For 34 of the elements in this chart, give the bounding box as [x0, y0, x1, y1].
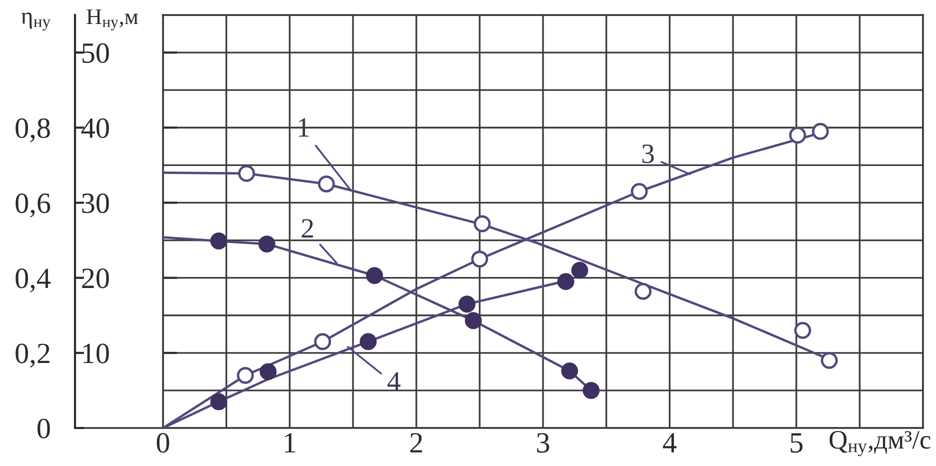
annotation: 4	[388, 372, 400, 391]
point	[360, 333, 377, 350]
x-tick-label: 4	[662, 433, 677, 452]
y2-tick-label: 0,2	[16, 344, 50, 368]
point	[582, 382, 600, 399]
point	[464, 312, 482, 330]
annotation: 2	[302, 219, 313, 238]
y-tick-label: 40	[81, 118, 109, 138]
y-tick-label: 20	[82, 268, 109, 288]
y-tick-label: 10	[83, 344, 109, 364]
point	[210, 232, 228, 250]
point	[260, 363, 277, 380]
point	[258, 236, 276, 252]
x-tick-label: 0	[156, 433, 170, 453]
y2-tick-label: 0,8	[16, 118, 50, 142]
point	[458, 296, 476, 313]
y2-tick-label: 0,6	[16, 193, 50, 218]
x-tick-label: 1	[284, 433, 296, 452]
x-tick-label: 3	[537, 433, 550, 453]
y2-axis-title: η$_{ну}$	[21, 12, 50, 30]
point	[366, 267, 383, 284]
point	[571, 262, 588, 279]
y-axis-title: H$_{ну}$,м	[86, 9, 138, 30]
x-tick-label: 5	[790, 433, 802, 453]
x-tick-label: 2	[410, 433, 422, 452]
x-axis-title: Q$_{ну}$,дм³/с	[830, 431, 930, 456]
y-tick-label: 30	[82, 193, 109, 214]
point	[210, 393, 228, 410]
point	[557, 273, 574, 290]
point	[561, 362, 578, 380]
y2-tick-label: 0,4	[16, 268, 51, 292]
y-tick-label: 50	[82, 43, 109, 63]
y2-tick-label: 0	[38, 418, 50, 438]
annotation: 3	[642, 144, 654, 164]
